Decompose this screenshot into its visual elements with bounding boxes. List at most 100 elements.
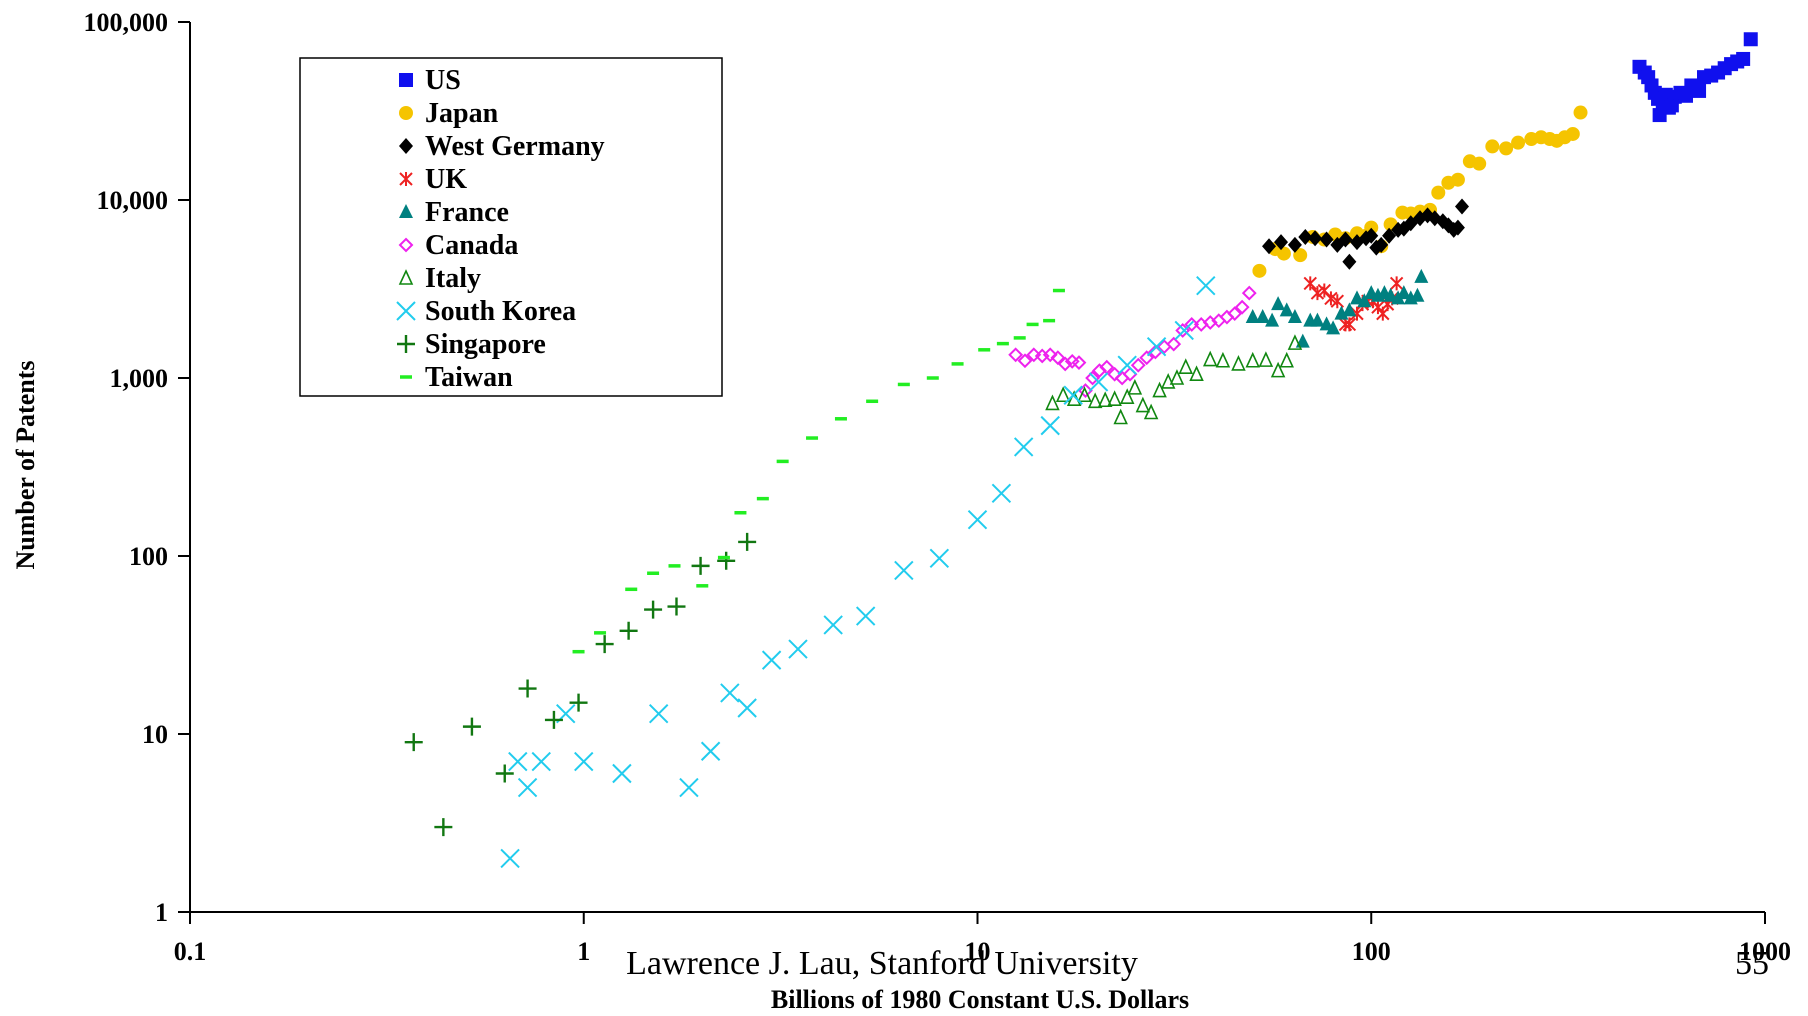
data-point [1130,357,1146,373]
data-point [1055,386,1071,403]
data-point [855,606,876,626]
data-point [1293,248,1308,263]
data-point [720,683,740,703]
data-point [1330,294,1345,309]
data-point [434,818,453,837]
series-west-germany [1262,198,1469,270]
data-point [1146,336,1167,357]
data-point [1063,385,1083,405]
data-point [500,848,520,869]
data-point [1287,334,1303,350]
data-point [1160,373,1176,389]
data-point [1169,369,1185,385]
data-point [1743,32,1758,47]
legend-marker-west-germany [399,138,413,154]
data-point [595,635,614,654]
data-point [644,600,663,619]
data-point [1396,285,1411,300]
series-japan [1252,105,1588,278]
legend-label-italy: Italy [425,263,481,294]
data-point [1450,172,1465,187]
data-point [1357,293,1372,308]
y-tick-label: 1 [155,898,168,927]
data-point [1364,227,1379,244]
data-point [612,763,632,784]
data-point [1511,135,1526,150]
data-point [1279,302,1294,317]
data-point [1255,309,1270,324]
data-point [404,733,423,752]
data-point [1326,320,1341,335]
data-point [700,741,721,761]
data-point [1414,268,1429,283]
legend-label-uk: UK [425,164,467,195]
data-point [1057,356,1073,372]
data-point [1227,306,1243,322]
data-point [1107,366,1123,382]
data-point [691,556,710,575]
data-point [1143,403,1159,420]
data-point [1008,347,1024,363]
legend-box [299,57,723,397]
x-tick-label: 100 [1352,937,1391,966]
legend-marker-italy [398,269,414,285]
data-point [1271,296,1286,311]
series-taiwan [572,288,1065,654]
legend-marker-singapore [397,335,415,353]
data-point [1050,350,1066,366]
data-point [1431,185,1446,200]
data-point [1189,365,1204,382]
data-point [894,560,914,581]
data-point [1262,238,1277,255]
footer-page-number: 55 [1735,945,1769,982]
data-point [738,532,757,551]
x-axis-title: Billions of 1980 Constant U.S. Dollars [771,985,1189,1014]
data-point [1013,437,1034,457]
data-point [1166,336,1182,352]
data-point [1135,396,1151,413]
data-point [1342,302,1357,317]
y-tick-label: 10 [142,720,168,749]
data-point [1042,347,1058,363]
x-tick-label: 1 [577,937,590,966]
data-point [1196,275,1216,296]
data-point [517,777,538,798]
data-point [648,704,669,724]
data-point [1178,358,1194,374]
data-point [1139,350,1155,366]
data-point [1450,219,1465,236]
data-point [823,615,843,635]
data-point [1310,286,1325,301]
legend-marker-south-korea [396,301,416,321]
data-point [1383,287,1398,302]
data-points [404,32,1758,869]
data-point [1077,386,1092,403]
data-point [1303,276,1317,291]
legend-label-france: France [425,197,509,228]
data-point [991,483,1012,504]
data-point [1088,372,1109,392]
data-point [1485,139,1500,154]
data-point [508,751,528,772]
legend-label-canada: Canada [425,230,518,261]
data-point [1276,246,1291,261]
data-point [1231,354,1246,371]
data-point [1472,156,1487,171]
legend-label-south-korea: South Korea [425,296,576,327]
y-tick-label: 10,000 [97,186,169,215]
data-point [1087,392,1103,409]
data-point [1078,383,1093,398]
data-point [1117,355,1137,375]
data-point [495,764,514,783]
data-point [1026,347,1042,363]
data-point [1573,105,1588,120]
data-point [679,777,699,798]
data-point [929,548,950,569]
data-point [462,717,481,736]
data-point [1342,317,1357,332]
y-tick-label: 100,000 [84,8,169,37]
data-point [518,679,537,698]
data-point [619,621,638,640]
